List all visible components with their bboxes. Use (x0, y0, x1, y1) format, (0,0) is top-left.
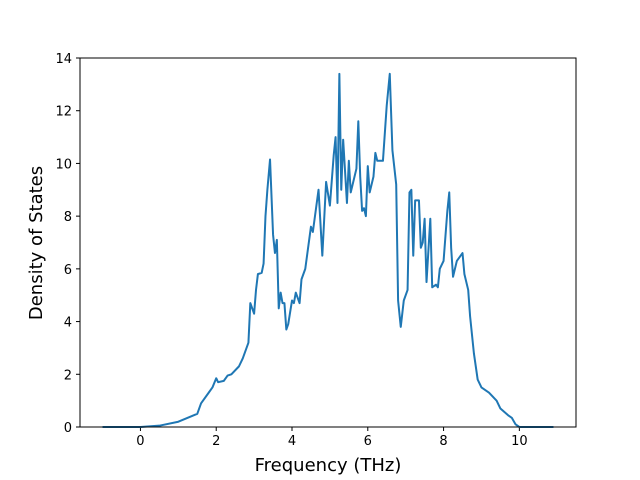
x-tick-label: 2 (212, 434, 220, 449)
x-tick-label: 6 (364, 434, 372, 449)
y-axis-label: Density of States (26, 166, 47, 320)
y-tick-label: 6 (64, 263, 72, 278)
y-tick-label: 8 (64, 210, 72, 225)
y-tick-label: 2 (64, 368, 72, 383)
plot-frame (79, 57, 577, 428)
line (102, 72, 554, 428)
y-tick-label: 10 (55, 157, 72, 172)
x-tick-label: 10 (511, 434, 528, 449)
y-tick-label: 12 (55, 105, 72, 120)
y-tick-label: 14 (55, 52, 72, 67)
y-tick-label: 4 (64, 316, 72, 331)
x-tick-label: 8 (439, 434, 447, 449)
x-tick-label: 0 (136, 434, 144, 449)
x-axis-label: Frequency (THz) (255, 455, 402, 476)
x-tick-label: 4 (288, 434, 296, 449)
y-tick-label: 0 (64, 421, 72, 436)
